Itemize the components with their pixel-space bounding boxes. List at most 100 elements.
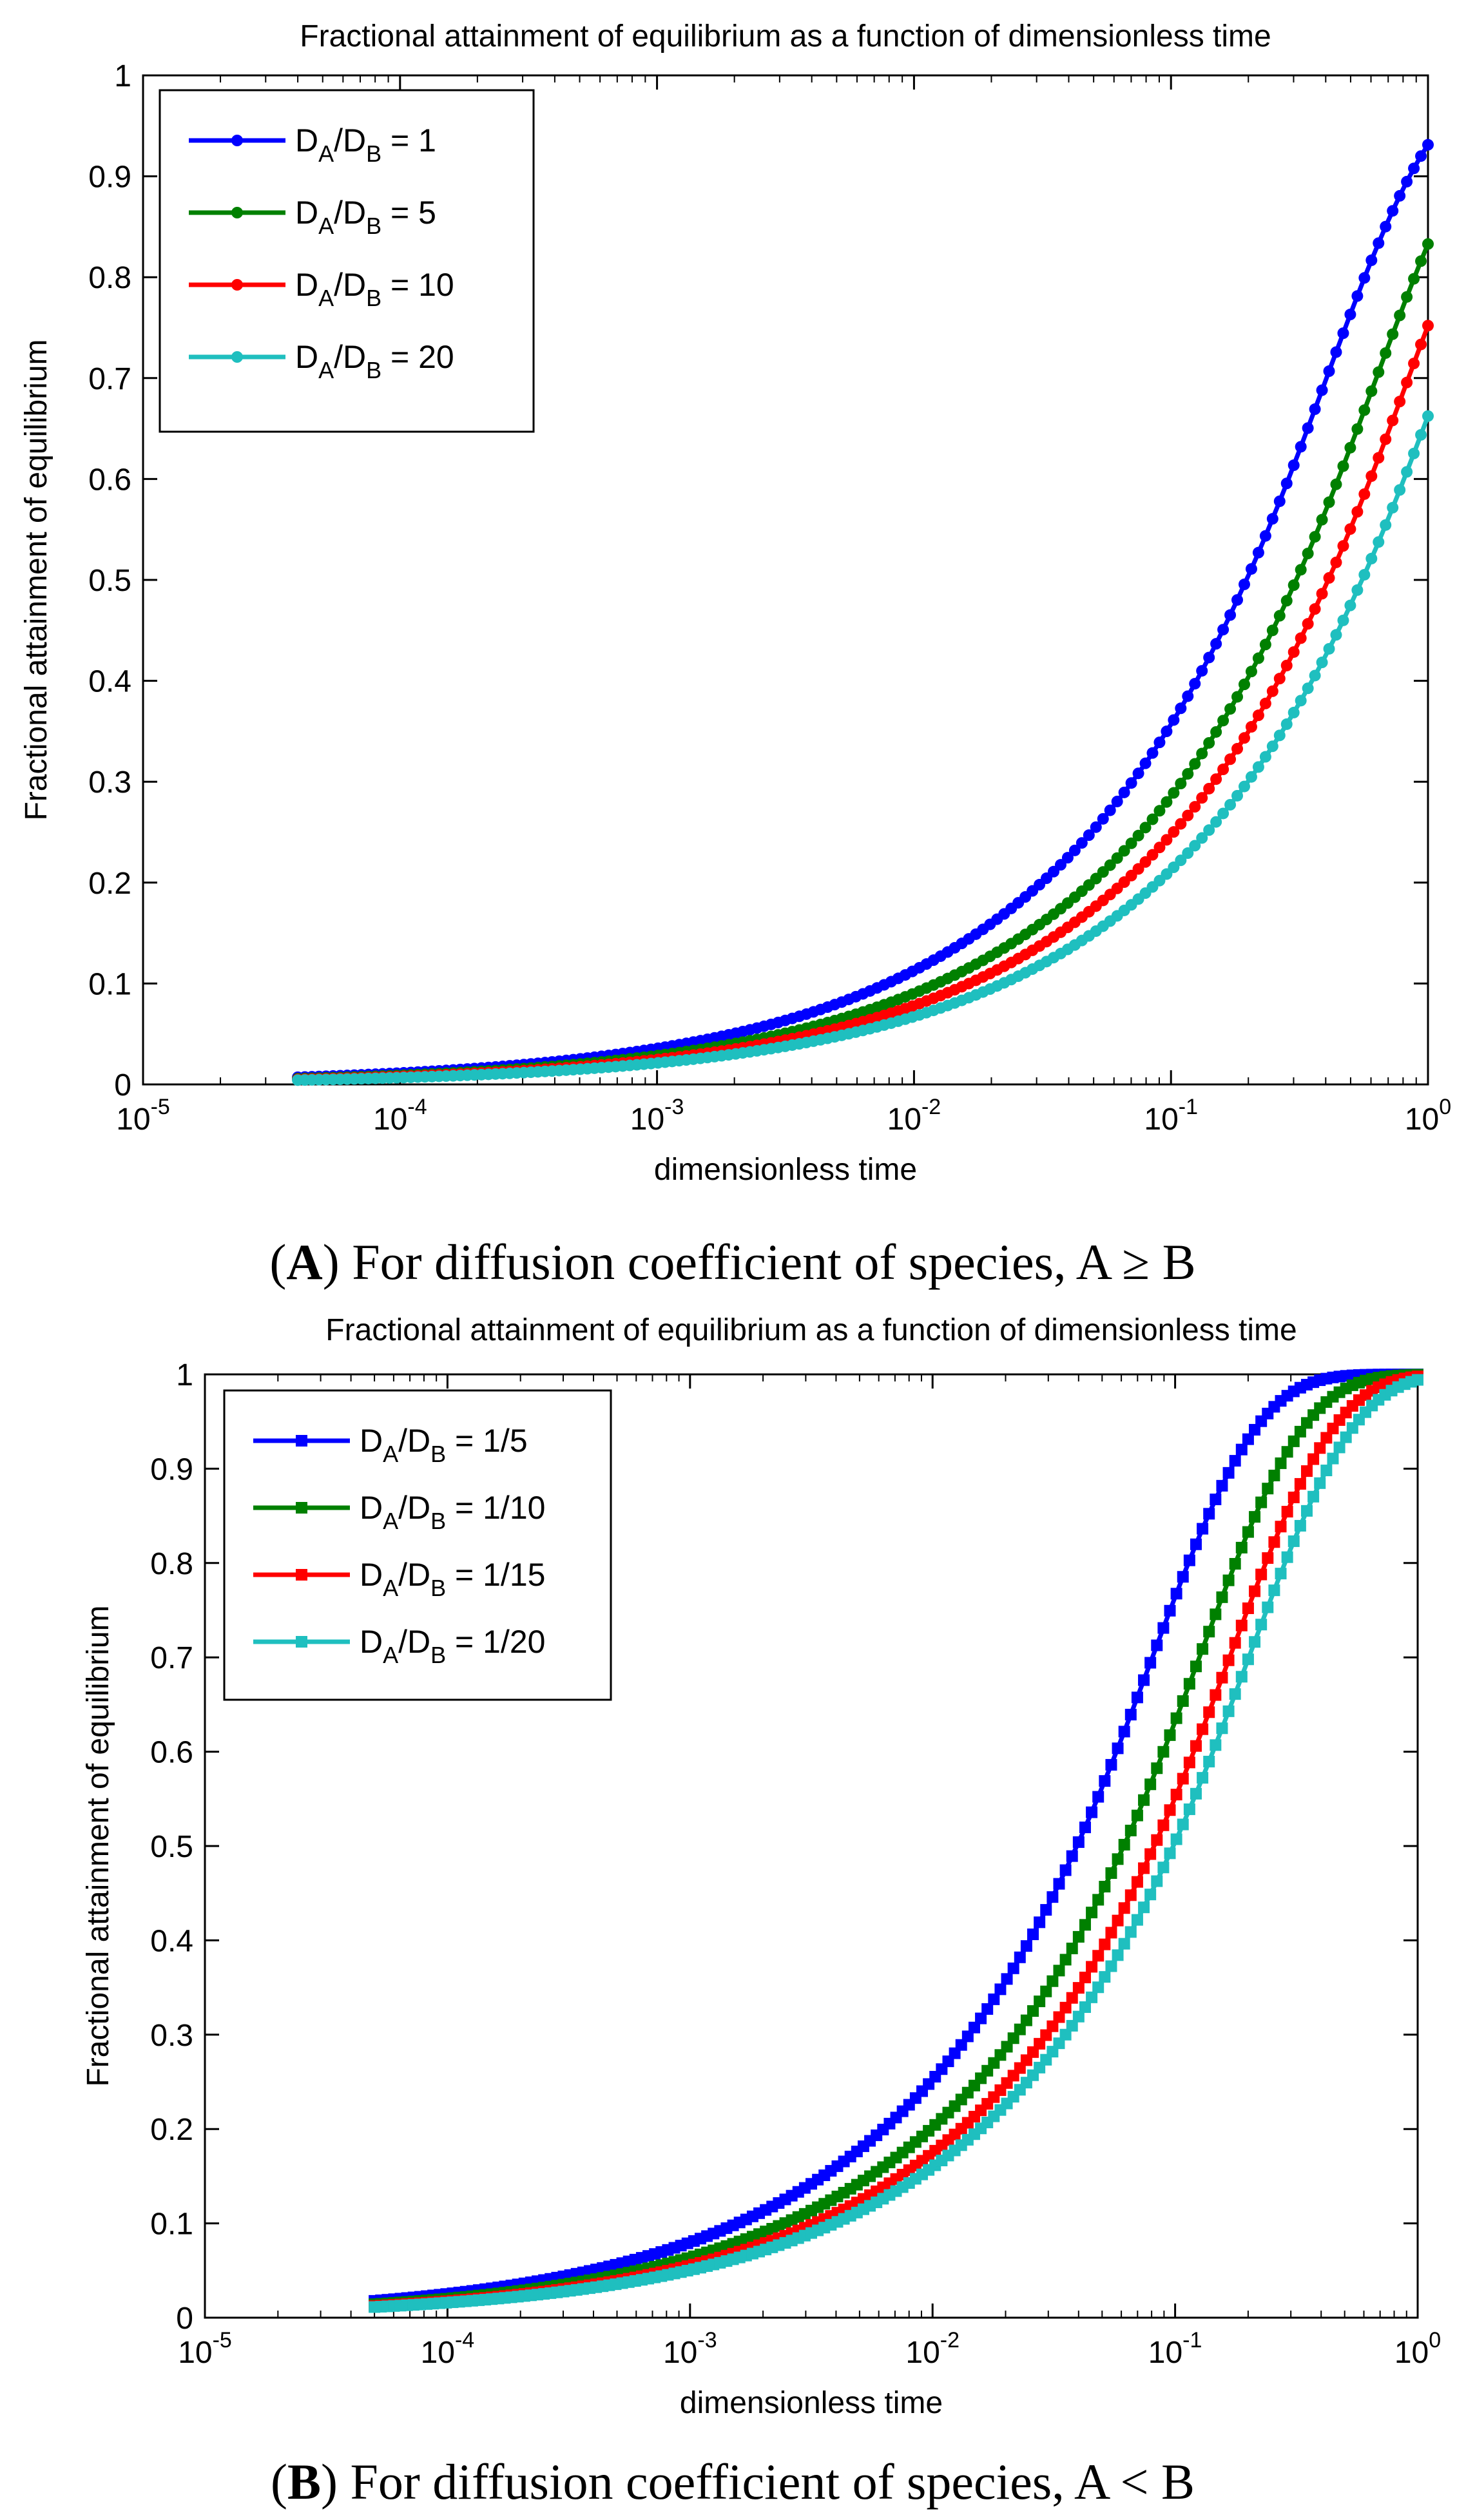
y-tick-label: 0.6 (88, 463, 131, 497)
data-point (1125, 837, 1137, 849)
data-point (1245, 666, 1257, 678)
data-point (1112, 1949, 1124, 1961)
legend-ratio: 10 (418, 267, 454, 303)
data-point (1408, 273, 1420, 285)
data-point (1238, 732, 1250, 744)
data-point (1309, 403, 1321, 416)
legend-ratio: 20 (418, 339, 454, 375)
data-point (1020, 1940, 1032, 1952)
data-point (1333, 1441, 1345, 1454)
data-point (1216, 1671, 1228, 1684)
legend-box (159, 89, 535, 433)
data-point (1224, 753, 1237, 765)
caption-panel-letter: B (287, 2454, 321, 2510)
legend-ratio: 1 (418, 122, 436, 159)
x-tick-label: 10-3 (663, 2328, 717, 2370)
data-point (1365, 254, 1378, 266)
data-point (1288, 646, 1300, 658)
y-tick-label: 1 (176, 1358, 193, 1392)
data-point (1020, 2014, 1032, 2026)
data-point (1151, 1875, 1163, 1887)
data-point (1415, 428, 1427, 441)
data-point (1373, 366, 1385, 378)
data-point (1079, 2001, 1091, 2014)
data-point (1394, 484, 1406, 496)
data-point (1061, 852, 1074, 864)
legend-marker (231, 135, 243, 146)
data-point (1197, 1723, 1209, 1735)
data-point (1394, 189, 1406, 202)
data-point (1046, 2020, 1059, 2032)
data-point (1092, 1791, 1104, 1803)
data-point (1316, 514, 1328, 526)
data-point (1408, 358, 1420, 370)
data-point (1177, 1695, 1189, 1707)
x-tick-base: 10 (1405, 1102, 1439, 1137)
data-point (1014, 1951, 1026, 1963)
data-point (1314, 1442, 1326, 1454)
data-point (1262, 1483, 1274, 1495)
data-point (1027, 1928, 1039, 1941)
data-point (1408, 162, 1420, 175)
data-point (1294, 1477, 1306, 1490)
data-point (1295, 564, 1307, 576)
y-tick-label: 0.3 (88, 765, 131, 800)
x-tick-label: 10-4 (421, 2328, 475, 2370)
data-point (1151, 1834, 1163, 1846)
data-point (1161, 796, 1173, 808)
data-point (1105, 1960, 1117, 1972)
data-point (1231, 594, 1244, 606)
data-point (1196, 665, 1208, 677)
legend-ratio: 1/10 (483, 1490, 545, 1526)
data-point (1351, 423, 1364, 435)
data-point (1066, 2019, 1078, 2032)
data-point (1177, 1818, 1189, 1831)
data-point (1053, 1965, 1065, 1977)
data-point (1168, 861, 1180, 874)
data-point (1124, 1889, 1137, 1901)
y-axis-label: Fractional attainment of equilibrium (81, 1605, 115, 2086)
x-tick-base: 10 (905, 2336, 940, 2370)
data-point (1118, 1838, 1130, 1851)
data-point (1104, 859, 1116, 871)
data-point (1164, 1847, 1176, 1860)
data-point (1288, 1491, 1300, 1503)
data-point (1281, 1446, 1293, 1458)
legend-marker (231, 279, 243, 291)
legend-item: DA/DB = 1 (189, 122, 436, 167)
x-tick-base: 10 (421, 2336, 455, 2370)
data-point (1210, 726, 1222, 738)
data-point (1131, 1691, 1143, 1704)
legend-item: DA/DB = 1/15 (253, 1557, 545, 1601)
data-point (1217, 624, 1230, 636)
data-point (1164, 1729, 1176, 1741)
data-point (1255, 1619, 1268, 1631)
data-point (1316, 588, 1328, 600)
data-point (1337, 327, 1349, 340)
data-point (1288, 579, 1300, 592)
data-point (1190, 1787, 1202, 1800)
x-tick-base: 10 (116, 1102, 150, 1137)
data-point (1139, 757, 1152, 769)
data-point (1132, 767, 1144, 780)
data-point (1118, 1938, 1130, 1950)
data-point (1034, 1916, 1046, 1928)
data-point (1323, 572, 1335, 584)
data-point (1157, 1746, 1170, 1758)
data-point (1401, 291, 1413, 303)
data-point (1351, 584, 1364, 596)
data-point (1170, 1588, 1182, 1600)
data-point (1196, 832, 1208, 844)
data-point (1124, 1709, 1137, 1721)
data-point (1288, 1535, 1300, 1547)
data-point (1079, 1822, 1091, 1834)
data-point (1059, 1954, 1072, 1966)
data-point (1242, 1433, 1254, 1445)
x-tick-base: 10 (1394, 2336, 1429, 2370)
data-point (1252, 652, 1264, 664)
data-point (1161, 834, 1173, 846)
data-point (1238, 578, 1250, 590)
data-point (1112, 1853, 1124, 1865)
data-point (1358, 404, 1371, 416)
